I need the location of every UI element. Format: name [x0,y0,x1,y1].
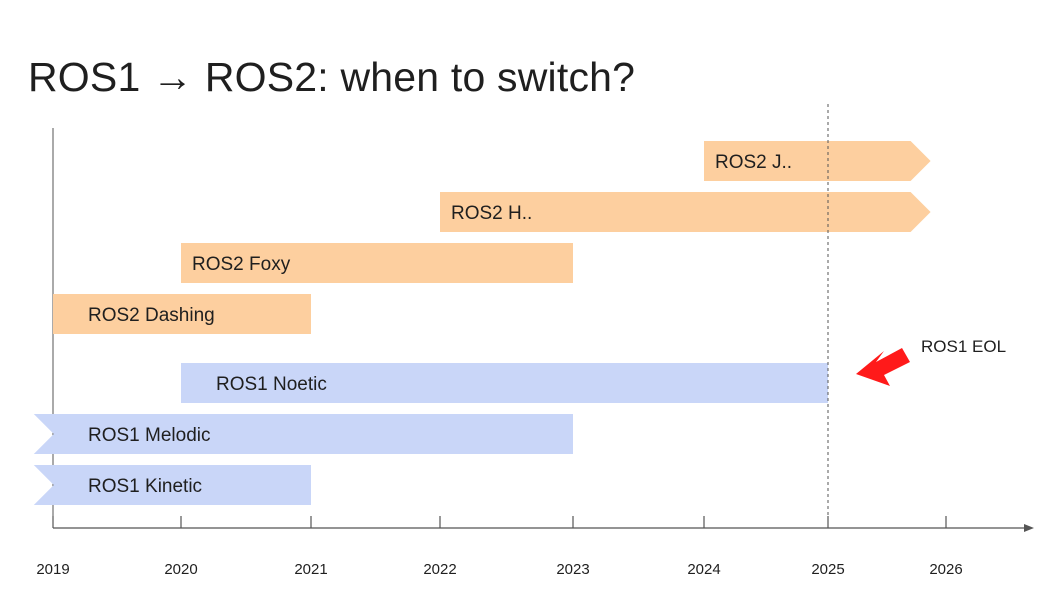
release-label-ros2-j: ROS2 J.. [715,152,792,173]
eol-label: ROS1 EOL [921,337,1006,356]
release-bar-ros2-dashing [53,294,311,334]
release-bar-ros1-melodic [33,414,574,454]
tick-label-2020: 2020 [164,561,197,578]
tick-label-2023: 2023 [556,561,589,578]
year-ticks: 2019 2020 2021 2022 2023 2024 2025 2026 [36,516,963,578]
tick-label-2021: 2021 [294,561,327,578]
tick-label-2019: 2019 [36,561,69,578]
release-label-ros1-noetic: ROS1 Noetic [216,374,327,395]
release-bar-ros2-h [440,192,931,232]
axis-arrowhead [1024,524,1034,532]
tick-label-2022: 2022 [423,561,456,578]
tick-label-2025: 2025 [811,561,844,578]
release-label-ros2-foxy: ROS2 Foxy [192,254,291,275]
slide-title: ROS1 → ROS2: when to switch? [28,54,636,100]
eol-arrow-icon [856,348,910,386]
tick-label-2024: 2024 [687,561,720,578]
release-bar-ros2-foxy [181,243,573,283]
tick-label-2026: 2026 [929,561,962,578]
release-bar-ros1-kinetic [33,465,312,505]
release-label-ros1-melodic: ROS1 Melodic [88,425,211,446]
release-bar-ros2-j [704,141,931,181]
release-bars: ROS2 J.. ROS2 H.. ROS2 Foxy ROS2 Dashing ROS… [33,141,931,505]
release-label-ros2-dashing: ROS2 Dashing [88,305,215,326]
release-label-ros2-h: ROS2 H.. [451,203,532,224]
release-label-ros1-kinetic: ROS1 Kinetic [88,476,202,497]
release-bar-ros1-noetic [181,363,828,403]
